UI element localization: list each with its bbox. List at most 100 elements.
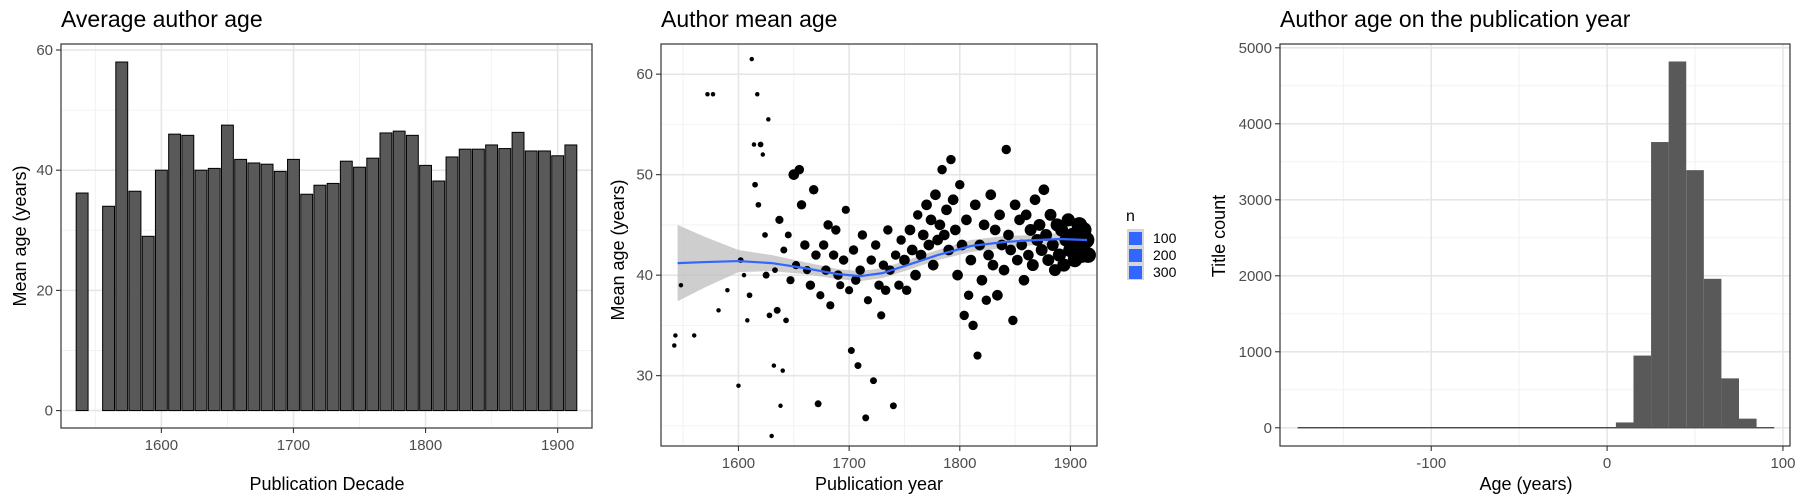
point [1046, 239, 1059, 251]
point [1009, 199, 1021, 211]
point [769, 433, 774, 439]
bar [75, 192, 89, 412]
point [757, 141, 764, 148]
point [1038, 184, 1050, 196]
point [855, 265, 865, 275]
point [766, 117, 771, 122]
bar [194, 169, 208, 412]
histogram-bin [1686, 170, 1704, 428]
point [963, 290, 974, 300]
panel-1-ticks: 1600 1700 1800 1900 0 20 40 60 [36, 42, 574, 454]
point [981, 295, 992, 305]
bar [432, 180, 446, 412]
y-tick-label: 5000 [1239, 40, 1272, 57]
point [937, 164, 947, 175]
bar [313, 184, 327, 412]
bar [458, 148, 472, 412]
point [880, 285, 891, 295]
point [784, 231, 792, 239]
panel-3-bins [1297, 61, 1775, 429]
point [869, 377, 877, 385]
point [901, 285, 912, 295]
point [927, 259, 939, 271]
point [955, 179, 965, 190]
x-tick-label: -100 [1416, 455, 1446, 472]
y-tick-label: 50 [636, 167, 653, 184]
bar [207, 167, 221, 412]
bar [524, 150, 538, 412]
point [1061, 213, 1075, 227]
point [814, 400, 822, 408]
point [857, 230, 868, 240]
point [910, 269, 921, 281]
histogram-bin [1739, 418, 1757, 428]
point [766, 312, 773, 319]
point [762, 271, 770, 279]
point [794, 164, 805, 175]
x-tick-label: 1800 [409, 437, 442, 454]
point [783, 317, 789, 324]
point [780, 246, 788, 254]
point [883, 225, 893, 235]
point [1020, 209, 1032, 221]
point [938, 229, 950, 241]
point [994, 209, 1005, 221]
point [854, 362, 862, 370]
smooth-line [677, 237, 1088, 278]
y-tick-label: 3000 [1239, 192, 1272, 209]
point [755, 201, 762, 208]
point [985, 189, 997, 201]
point [947, 194, 959, 206]
point [796, 200, 807, 210]
point [896, 235, 906, 245]
point [959, 310, 969, 321]
x-tick-label: 0 [1603, 455, 1611, 472]
point [771, 363, 777, 368]
point [811, 250, 821, 260]
point [762, 232, 768, 238]
point [1003, 229, 1014, 241]
panel-1-title: Average author age [61, 6, 263, 32]
point [823, 220, 833, 230]
point [1023, 249, 1034, 261]
panel-3-ylabel: Title count [1209, 195, 1229, 277]
point [1029, 194, 1041, 206]
point [772, 267, 778, 273]
y-tick-label: 40 [36, 162, 53, 179]
point [691, 333, 697, 338]
point [678, 282, 684, 288]
panel-author-mean-age: Author mean age 1600 1700 1800 1900 30 40 50 60… [608, 6, 1177, 494]
y-tick-label: 20 [36, 282, 53, 299]
bar [551, 155, 565, 412]
y-tick-label: 2000 [1239, 268, 1272, 285]
bar [220, 124, 234, 412]
point [992, 289, 1003, 301]
point [925, 214, 937, 226]
legend-label: 100 [1153, 230, 1177, 246]
point [805, 280, 816, 290]
point [921, 199, 932, 211]
point [1040, 228, 1053, 241]
y-tick-label: 60 [36, 42, 53, 59]
point [848, 245, 859, 255]
y-tick-label: 40 [636, 267, 653, 284]
panel-3-frame [1279, 43, 1791, 447]
point [968, 320, 978, 331]
point [934, 219, 946, 231]
point [826, 301, 835, 310]
x-tick-label: 1700 [277, 437, 310, 454]
legend-label: 300 [1153, 264, 1177, 280]
legend-title: n [1126, 208, 1135, 225]
legend-key-swatch [1129, 249, 1142, 262]
point [705, 92, 710, 97]
point [978, 219, 990, 231]
point [1080, 247, 1096, 263]
point [889, 402, 897, 410]
point [755, 92, 760, 97]
panel-author-age-publication-year: Author age on the publication year -100 0… [1209, 6, 1795, 494]
histogram-bin [1721, 378, 1739, 428]
point [1026, 259, 1039, 272]
bar [405, 134, 419, 412]
point [845, 286, 854, 295]
